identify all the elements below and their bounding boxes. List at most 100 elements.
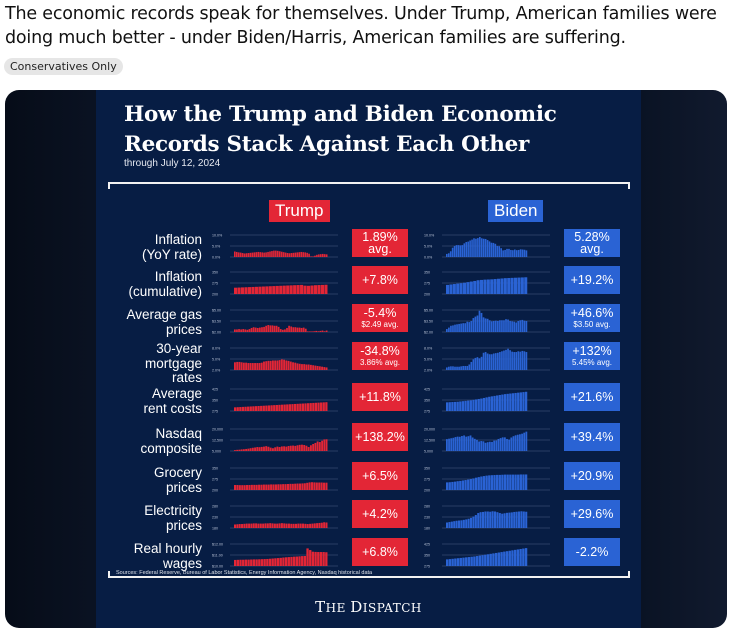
trump-bar <box>325 522 328 528</box>
tick-label: $2.00 <box>424 331 433 335</box>
trump-bar <box>306 482 309 490</box>
biden-bar <box>482 511 485 528</box>
biden-bar <box>501 320 503 332</box>
biden-bar <box>515 511 518 528</box>
biden-bar <box>486 353 489 370</box>
trump-bar <box>275 325 278 332</box>
bracket-bottom-divider <box>108 571 630 578</box>
biden-bar <box>483 279 487 294</box>
trump-bar <box>282 285 286 294</box>
biden-bar <box>471 239 473 257</box>
trump-bar <box>289 285 293 294</box>
biden-bar <box>488 354 491 370</box>
biden-bar <box>480 238 483 257</box>
biden-bar <box>446 367 448 370</box>
biden-bar <box>498 513 501 528</box>
tick-label: 275 <box>424 410 430 414</box>
trump-bar <box>292 445 294 451</box>
trump-bar <box>323 482 326 490</box>
biden-bar <box>472 478 475 490</box>
trump-summary-badge: +6.5% <box>352 462 408 490</box>
biden-bar <box>463 435 465 451</box>
trump-bar <box>283 359 286 370</box>
trump-bar <box>290 556 293 566</box>
trump-bar <box>244 287 248 294</box>
biden-bar <box>470 321 473 332</box>
biden-bar <box>456 401 459 411</box>
trump-bar <box>296 403 299 411</box>
biden-bar <box>446 329 448 332</box>
biden-summary-value: +19.2% <box>570 273 614 287</box>
trump-bar <box>251 363 254 370</box>
trump-summary-value: -34.8% <box>360 344 400 358</box>
trump-summary-value: +138.2% <box>355 430 405 444</box>
biden-bar <box>450 438 453 451</box>
trump-bar <box>253 484 256 490</box>
trump-bar <box>309 364 312 370</box>
trump-mini-chart: 20,000 12,500 5,000 <box>212 428 338 454</box>
biden-bar <box>495 440 498 451</box>
logo-d: D <box>350 598 363 616</box>
trump-bar <box>304 403 307 411</box>
biden-bar <box>450 325 452 332</box>
biden-bar <box>476 315 479 332</box>
biden-bar <box>509 321 511 332</box>
biden-bar <box>514 392 517 411</box>
biden-bar <box>455 245 458 257</box>
biden-bar <box>479 512 482 528</box>
trump-bar <box>318 254 320 257</box>
biden-bar <box>478 555 482 566</box>
trump-bar <box>325 439 328 451</box>
trump-mini-chart: 8.0% 5.0% 2.0% <box>212 347 338 373</box>
biden-bar <box>467 241 469 257</box>
image-frame[interactable]: How the Trump and Biden Economic Records… <box>5 90 727 628</box>
trump-bar <box>287 557 290 566</box>
trump-bar <box>313 482 316 490</box>
trump-bar <box>296 483 299 490</box>
biden-bar <box>465 557 468 566</box>
biden-bar <box>454 366 456 370</box>
tick-label: 275 <box>212 410 218 414</box>
biden-bar <box>520 511 523 528</box>
trump-bar <box>298 363 301 370</box>
trump-bar <box>252 559 256 566</box>
tick-label: 12,500 <box>212 439 223 443</box>
biden-bar <box>514 549 517 566</box>
trump-bar <box>283 404 286 411</box>
trump-bar <box>242 362 245 370</box>
biden-mini-chart: 350 275 200 <box>424 467 550 493</box>
trump-bar <box>263 559 266 566</box>
trump-bar <box>285 446 288 451</box>
trump-bar <box>325 552 328 566</box>
biden-bar <box>497 321 499 332</box>
trump-bar <box>287 360 290 370</box>
group-tag[interactable]: Conservatives Only <box>4 58 123 75</box>
trump-bar <box>310 285 314 294</box>
trump-bar <box>265 446 268 451</box>
biden-bar <box>514 435 517 451</box>
biden-bar <box>488 396 491 411</box>
biden-bar <box>510 249 512 257</box>
trump-bar <box>292 523 295 528</box>
trump-summary-badge: +4.2% <box>352 500 408 528</box>
biden-bar <box>488 475 491 490</box>
biden-bar <box>465 519 468 528</box>
biden-bar <box>503 350 505 370</box>
biden-bar <box>461 401 465 411</box>
trump-bar <box>325 367 328 370</box>
biden-bar <box>481 555 484 566</box>
biden-bar <box>508 550 511 566</box>
biden-bar <box>502 250 504 257</box>
trump-bar <box>273 523 276 528</box>
tick-label: 5.0% <box>212 245 221 249</box>
biden-bar <box>458 366 460 370</box>
biden-bar <box>501 474 504 490</box>
trump-bar <box>237 287 241 294</box>
logo-ispatch: ISPATCH <box>362 601 422 615</box>
biden-bar <box>472 516 475 528</box>
biden-bar <box>510 437 513 451</box>
biden-bar <box>497 352 499 370</box>
trump-bar <box>242 559 245 566</box>
trump-bar <box>292 362 294 370</box>
trump-bar <box>325 330 328 332</box>
